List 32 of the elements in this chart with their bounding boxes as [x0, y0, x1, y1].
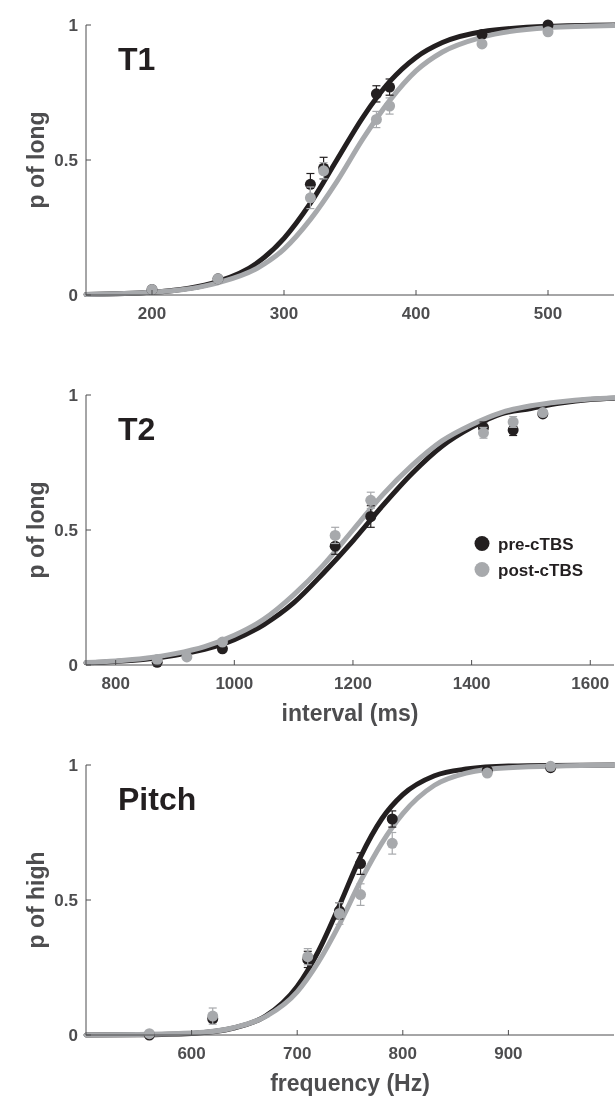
x-tick-label: 1200 — [334, 674, 372, 693]
y-tick-label: 0.5 — [54, 521, 78, 540]
y-axis-title: p of long — [23, 481, 49, 579]
legend-label: post-cTBS — [498, 560, 583, 580]
x-tick-label: 500 — [533, 304, 563, 323]
x-tick-label: 600 — [177, 1044, 206, 1063]
legend-label: pre-cTBS — [498, 534, 574, 554]
x-tick-label: 200 — [137, 304, 167, 323]
x-tick-label: 800 — [388, 1044, 417, 1063]
x-axis-title: frequency (Hz) — [270, 1070, 430, 1096]
x-tick-label: 800 — [101, 674, 130, 693]
y-axis-title: p of long — [23, 111, 49, 209]
y-tick-label: 0.5 — [54, 891, 78, 910]
y-tick-label: 1 — [68, 386, 78, 405]
y-tick-label: 0 — [68, 656, 78, 675]
x-tick-label: 700 — [283, 1044, 312, 1063]
x-tick-label: 1400 — [452, 674, 491, 693]
text: T2 — [118, 411, 156, 447]
y-tick-label: 0 — [68, 1026, 78, 1045]
x-tick-label: 1600 — [571, 674, 610, 693]
text: Pitch — [118, 781, 197, 817]
x-tick-label: 1000 — [215, 674, 254, 693]
y-tick-label: 0.5 — [54, 151, 78, 170]
x-tick-label: 300 — [269, 304, 299, 323]
y-axis-title: p of high — [23, 851, 49, 949]
y-tick-label: 0 — [68, 286, 78, 305]
x-tick-label: 900 — [494, 1044, 523, 1063]
y-tick-label: 1 — [68, 756, 78, 775]
x-tick-label: 400 — [401, 304, 431, 323]
y-tick-label: 1 — [68, 16, 78, 35]
x-axis-title: interval (ms) — [281, 700, 419, 726]
text: T1 — [118, 41, 156, 77]
